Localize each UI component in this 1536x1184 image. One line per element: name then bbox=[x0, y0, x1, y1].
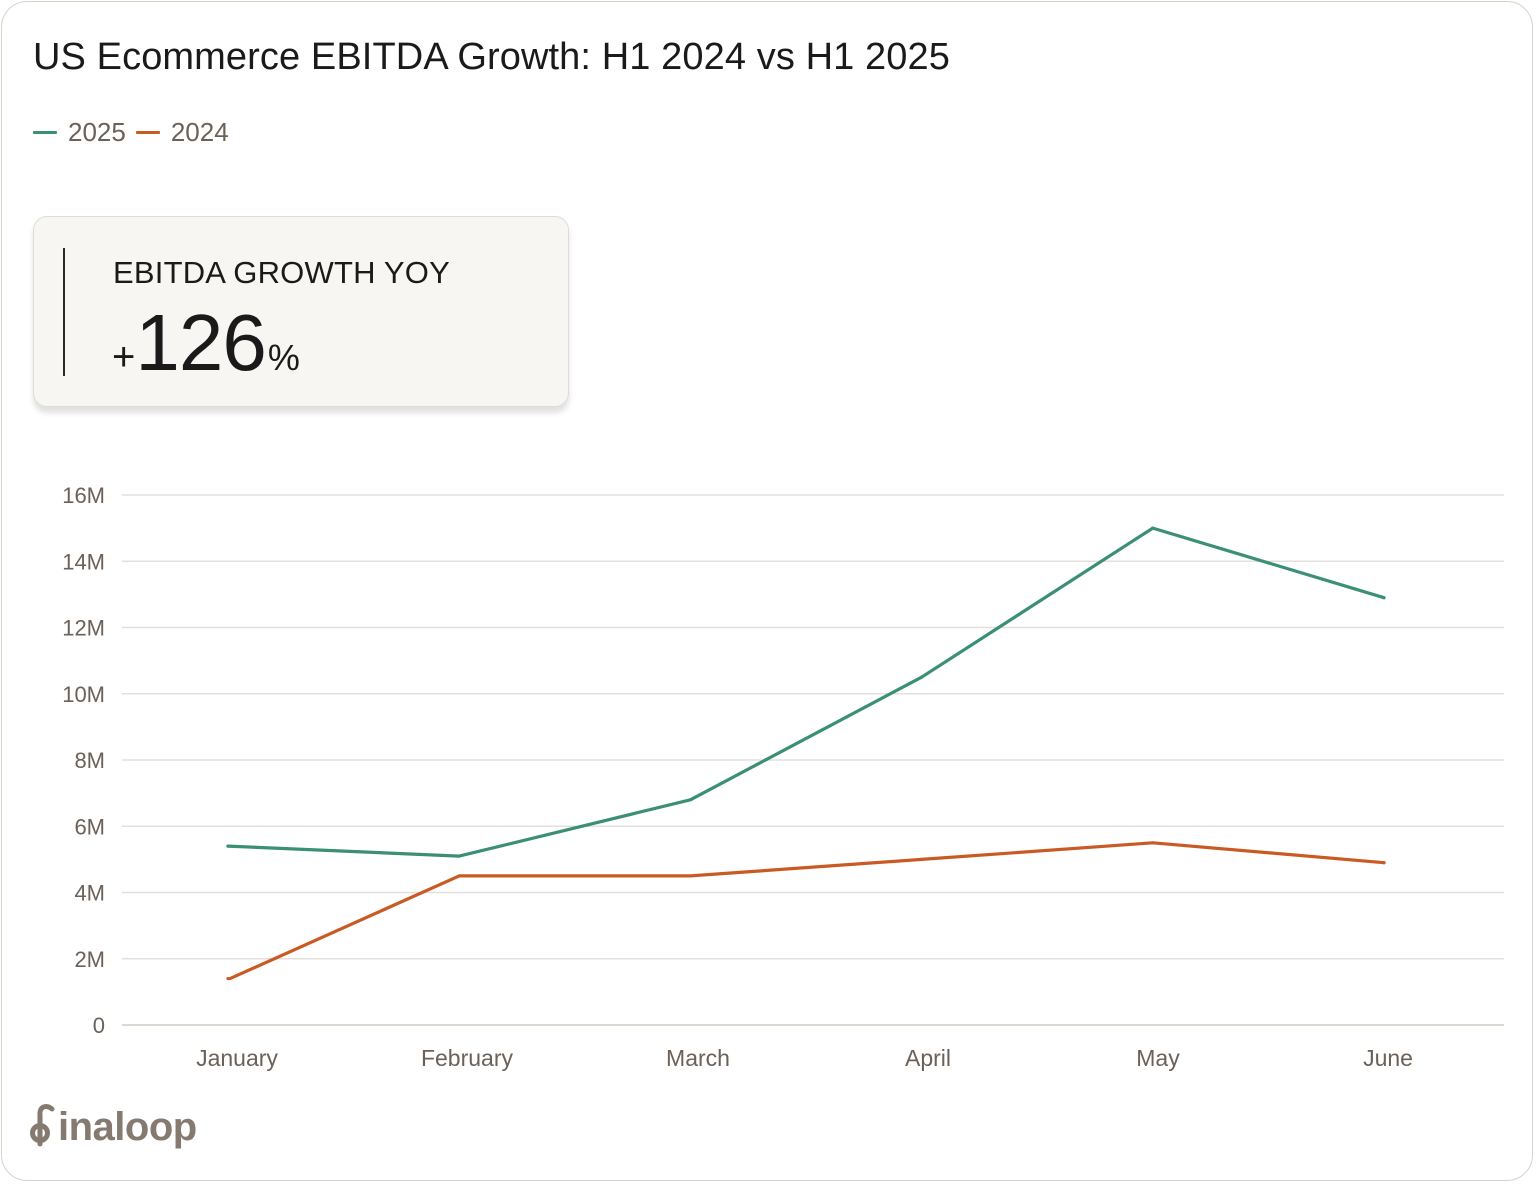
data-point-2024-may[interactable] bbox=[1151, 841, 1155, 845]
legend-swatch-2024 bbox=[135, 130, 160, 134]
data-point-2024-april[interactable] bbox=[920, 857, 924, 861]
data-point-2025-may[interactable] bbox=[1151, 526, 1155, 530]
y-tick-label: 14M bbox=[62, 549, 105, 574]
data-point-2025-march[interactable] bbox=[688, 798, 693, 802]
data-point-2024-june[interactable] bbox=[1382, 861, 1386, 865]
chart-legend: 2025 2024 bbox=[33, 116, 239, 148]
legend-label-2025: 2025 bbox=[68, 116, 126, 147]
kpi-accent-bar bbox=[63, 248, 65, 376]
chart-series bbox=[226, 526, 1386, 981]
data-point-2025-april[interactable] bbox=[920, 675, 924, 679]
x-tick-label-april: April bbox=[905, 1045, 951, 1071]
kpi-sign: + bbox=[112, 335, 136, 379]
data-point-2025-february[interactable] bbox=[457, 854, 461, 858]
x-axis-ticks: January February March April May June bbox=[196, 1045, 1413, 1071]
legend-swatch-2025 bbox=[33, 130, 57, 134]
y-tick-label: 10M bbox=[62, 682, 105, 707]
legend-item-2025[interactable]: 2025 bbox=[33, 117, 126, 148]
y-tick-label: 16M bbox=[62, 483, 105, 508]
kpi-value: + 126 % bbox=[112, 297, 300, 389]
x-tick-label-february: February bbox=[421, 1045, 514, 1071]
y-tick-label: 12M bbox=[62, 616, 105, 641]
legend-label-2024: 2024 bbox=[170, 116, 229, 147]
kpi-unit: % bbox=[267, 337, 300, 378]
finaloop-logo-text: inaloop bbox=[58, 1105, 197, 1149]
y-tick-label: 8M bbox=[74, 748, 105, 773]
x-tick-label-march: March bbox=[666, 1045, 730, 1071]
legend-item-2024[interactable]: 2024 bbox=[135, 116, 229, 148]
x-tick-label-june: June bbox=[1363, 1045, 1413, 1071]
data-point-2025-june[interactable] bbox=[1382, 596, 1386, 600]
kpi-card: EBITDA GROWTH YOY + 126 % bbox=[33, 216, 569, 407]
y-tick-label: 0 bbox=[93, 1013, 105, 1038]
x-tick-label-may: May bbox=[1136, 1045, 1180, 1071]
data-point-2025-january[interactable] bbox=[226, 844, 230, 848]
series-line-2024[interactable] bbox=[228, 841, 1386, 981]
chart-title: US Ecommerce EBITDA Growth: H1 2024 vs H… bbox=[33, 36, 950, 78]
kpi-label: EBITDA GROWTH YOY bbox=[113, 255, 450, 290]
data-point-2024-march[interactable] bbox=[688, 874, 693, 878]
finaloop-logo-mark-icon bbox=[30, 1104, 55, 1147]
series-line-2025[interactable] bbox=[226, 526, 1386, 858]
x-tick-label-january: January bbox=[196, 1045, 278, 1071]
chart-grid bbox=[122, 494, 1504, 1026]
y-tick-label: 4M bbox=[74, 881, 105, 906]
data-point-2024-february[interactable] bbox=[457, 874, 461, 878]
finaloop-logo: inaloop bbox=[30, 1102, 197, 1150]
y-tick-label: 2M bbox=[74, 947, 105, 972]
y-tick-label: 6M bbox=[74, 814, 105, 839]
data-point-2024-january[interactable] bbox=[226, 977, 230, 981]
kpi-number: 126 bbox=[135, 298, 266, 387]
y-axis-ticks: 0 2M 4M 6M 8M 10M 12M 14M 16M bbox=[62, 483, 105, 1038]
